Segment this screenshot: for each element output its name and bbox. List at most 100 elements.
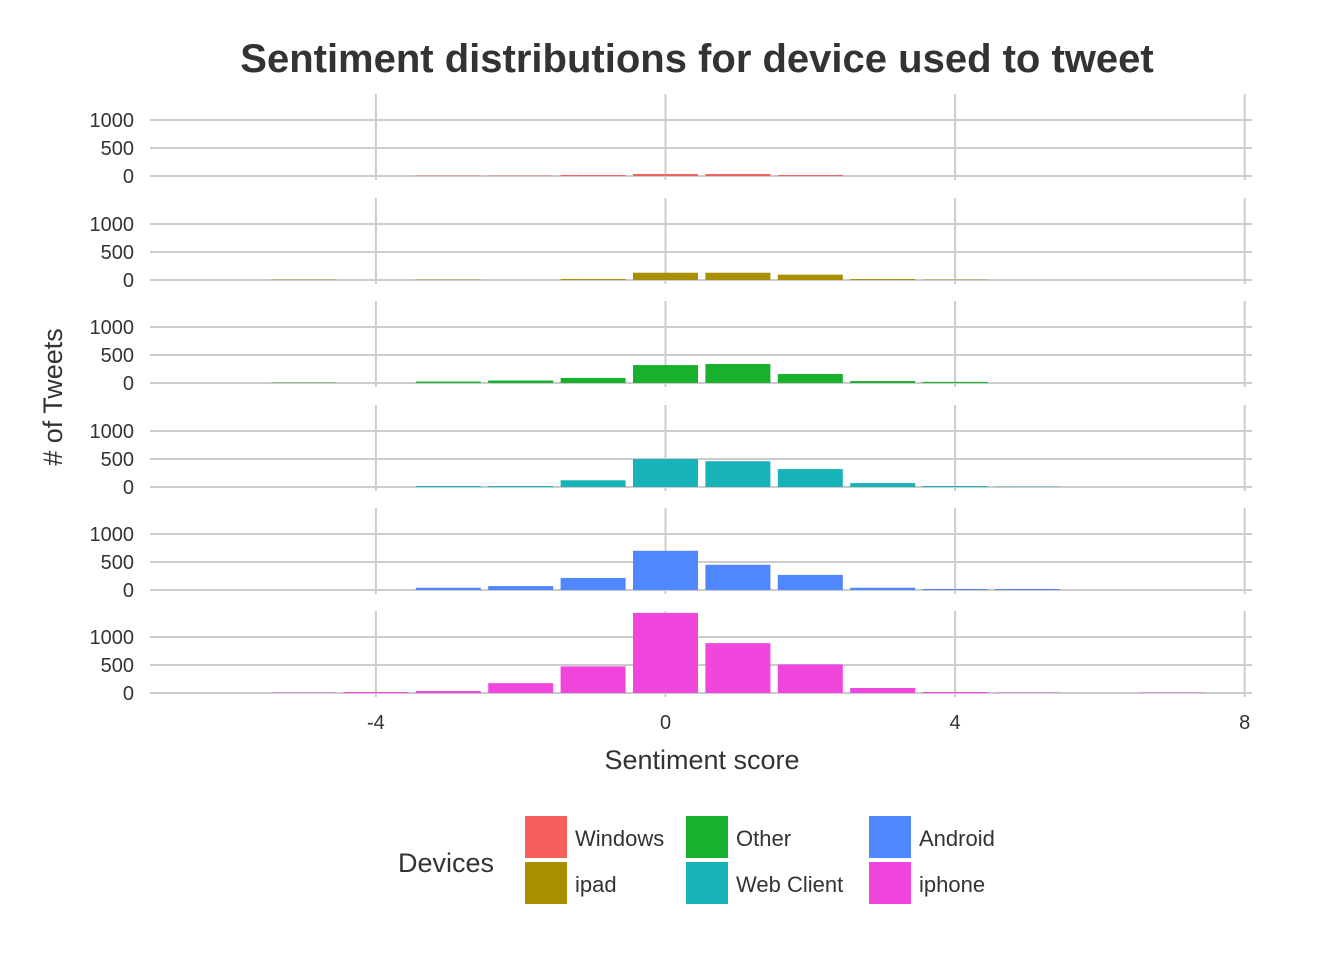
bar bbox=[271, 692, 336, 693]
y-tick-label: 500 bbox=[101, 138, 134, 160]
bar bbox=[560, 666, 626, 693]
bar bbox=[488, 683, 554, 693]
y-tick-label: 500 bbox=[101, 345, 134, 367]
bar bbox=[633, 174, 698, 176]
bar bbox=[415, 279, 481, 280]
legend-item: Windows bbox=[525, 816, 664, 858]
bar bbox=[488, 175, 554, 176]
legend-item: Android bbox=[869, 816, 995, 858]
facet-panel-ipad: 0 500 1000 ipad bbox=[90, 198, 1291, 292]
bar bbox=[850, 279, 916, 280]
bar bbox=[850, 687, 916, 693]
bar bbox=[415, 175, 481, 176]
bar bbox=[922, 692, 988, 693]
x-tick-label: -4 bbox=[367, 712, 385, 734]
legend-label: Windows bbox=[575, 826, 664, 851]
y-tick-label: 0 bbox=[123, 373, 134, 395]
facet-strip-label: Windows bbox=[1266, 90, 1291, 179]
bar bbox=[560, 577, 626, 590]
bar bbox=[995, 589, 1060, 590]
y-tick-label: 500 bbox=[101, 242, 134, 264]
bar bbox=[705, 461, 771, 487]
facet-strip-label: ipad bbox=[1266, 218, 1291, 260]
bar bbox=[777, 374, 843, 383]
bar bbox=[850, 483, 916, 487]
y-tick-label: 1000 bbox=[90, 524, 135, 546]
bar bbox=[922, 589, 988, 590]
y-tick-label: 0 bbox=[123, 683, 134, 705]
bar bbox=[850, 381, 916, 383]
bar bbox=[777, 469, 843, 487]
facet-strip-label: Other bbox=[1266, 314, 1291, 369]
y-tick-label: 0 bbox=[123, 580, 134, 602]
bar bbox=[705, 564, 771, 590]
bar bbox=[560, 278, 626, 280]
legend-label: Other bbox=[736, 826, 791, 851]
x-tick-label: 8 bbox=[1239, 712, 1250, 734]
facet-strip-label: iphone bbox=[1266, 619, 1291, 685]
bar bbox=[343, 691, 409, 693]
x-tick-label: 4 bbox=[950, 712, 961, 734]
bar bbox=[633, 612, 698, 693]
legend-swatch bbox=[525, 816, 567, 858]
bar bbox=[488, 380, 554, 383]
y-axis-label: # of Tweets bbox=[38, 328, 68, 466]
y-tick-label: 1000 bbox=[90, 110, 135, 132]
legend-item: Web Client bbox=[686, 862, 843, 904]
facet-panel-web-client: 0 500 1000 Web Client bbox=[90, 392, 1291, 499]
legend-item: iphone bbox=[869, 862, 985, 904]
facet-panel-windows: 0 500 1000 Windows bbox=[90, 90, 1291, 188]
facet-panel-other: 0 500 1000 Other bbox=[90, 301, 1291, 395]
bar bbox=[633, 459, 698, 487]
bar bbox=[633, 550, 698, 590]
bar bbox=[415, 587, 481, 590]
bar bbox=[705, 174, 771, 176]
legend-label: Android bbox=[919, 826, 995, 851]
bar bbox=[271, 279, 336, 280]
legend-swatch bbox=[525, 862, 567, 904]
bar bbox=[1139, 692, 1205, 693]
bar bbox=[560, 377, 626, 383]
y-tick-label: 1000 bbox=[90, 317, 135, 339]
legend-label: iphone bbox=[919, 872, 985, 897]
x-tick-label: 0 bbox=[660, 712, 671, 734]
bar bbox=[705, 643, 771, 693]
chart-title: Sentiment distributions for device used … bbox=[240, 37, 1153, 81]
legend-swatch bbox=[686, 862, 728, 904]
legend-label: ipad bbox=[575, 872, 617, 897]
bar bbox=[705, 272, 771, 280]
bar bbox=[415, 381, 481, 383]
bar bbox=[705, 363, 771, 383]
bar bbox=[560, 480, 626, 487]
bar bbox=[777, 274, 843, 280]
bar bbox=[922, 381, 988, 383]
y-tick-label: 0 bbox=[123, 270, 134, 292]
bar bbox=[488, 486, 554, 487]
legend-swatch bbox=[869, 862, 911, 904]
bar bbox=[633, 365, 698, 383]
bar bbox=[995, 486, 1060, 487]
x-axis-label: Sentiment score bbox=[604, 745, 799, 775]
facet-strip-label: Android bbox=[1266, 511, 1291, 587]
bar bbox=[415, 486, 481, 487]
y-tick-label: 500 bbox=[101, 449, 134, 471]
bar bbox=[922, 486, 988, 487]
bar bbox=[633, 272, 698, 280]
bar bbox=[777, 175, 843, 176]
bar bbox=[922, 279, 988, 280]
bar bbox=[995, 692, 1060, 693]
facet-panel-android: 0 500 1000 Android bbox=[90, 508, 1291, 602]
y-tick-label: 1000 bbox=[90, 214, 135, 236]
legend-item: Other bbox=[686, 816, 791, 858]
y-tick-label: 0 bbox=[123, 477, 134, 499]
y-tick-label: 500 bbox=[101, 552, 134, 574]
bar bbox=[560, 175, 626, 176]
legend-swatch bbox=[869, 816, 911, 858]
legend-item: ipad bbox=[525, 862, 617, 904]
y-tick-label: 1000 bbox=[90, 421, 135, 443]
facet-panel-iphone: 0 500 1000 iphone bbox=[90, 611, 1291, 705]
legend-swatch bbox=[686, 816, 728, 858]
legend-label: Web Client bbox=[736, 872, 843, 897]
facet-strip-label: Web Client bbox=[1266, 392, 1291, 499]
